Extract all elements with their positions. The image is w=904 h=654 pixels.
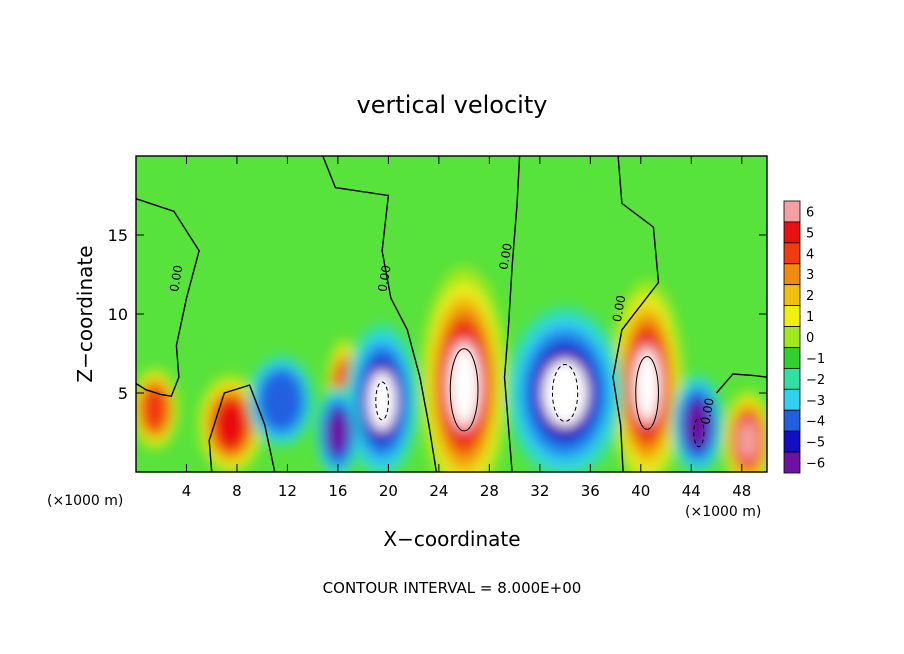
x-unit-label-left: (×1000 m) [47,493,123,509]
colorbar-label--1: −1 [806,352,825,367]
zero-contour-5 [715,373,767,394]
downdraft-cell-9 [315,386,360,472]
colorbar-label-2: 2 [806,289,814,304]
zero-contours: 0.00 0.00 0.00 0.00 0.00 [136,156,767,472]
colorbar-label--6: −6 [806,457,825,472]
colorbar-swatch-2 [783,284,801,307]
x-tick-label-48: 48 [732,482,751,500]
downdraft-cell-8-band-5 [686,402,709,447]
downdraft-cell-6 [345,323,419,472]
updraft-cell-2 [722,390,767,472]
downdraft-cell-10 [248,355,315,447]
cell-contour-1 [635,356,659,430]
updraft-cell-5 [136,367,179,451]
contour-interval-note: CONTOUR INTERVAL = 8.000E+00 [323,579,582,597]
contour-label-0: 0.00 [167,264,185,293]
cell-contour-3 [375,381,389,421]
downdraft-cell-8 [671,374,724,472]
y-axis-label: Z−coordinate [73,245,97,382]
updraft-cell-1 [610,279,684,472]
x-tick-label-24: 24 [429,482,448,500]
downdraft-cell-7-band-6 [542,359,588,427]
zero-contour-2 [503,156,521,472]
updraft-cell-0-band-7 [449,345,479,425]
x-tick-label-16: 16 [328,482,347,500]
colorbar-swatch--2 [783,367,801,390]
zero-contour-1 [322,156,438,472]
y-tick-label-5: 5 [118,384,128,403]
colorbar-label--3: −3 [806,394,825,409]
colorbar-swatch-1 [783,305,801,327]
colorbar-label-6: 6 [806,205,814,220]
contour-label-2: 0.00 [496,242,514,271]
x-axis-ticks: 4 8 12 16 20 24 28 32 36 40 44 48 [182,156,751,500]
colorbar-label-4: 4 [806,247,814,262]
colorbar-swatch-4 [783,242,801,265]
zero-contour-4 [208,384,276,472]
colorbar-swatch-0 [783,326,801,348]
y-tick-label-15: 15 [108,226,128,245]
x-axis-label: X−coordinate [383,527,520,551]
y-tick-label-10: 10 [108,305,128,324]
zero-contour-0 [136,198,200,397]
x-tick-label-28: 28 [480,482,499,500]
updraft-cell-3-band-5 [214,400,247,449]
cell-contour-0 [449,348,479,432]
colorbar-label-5: 5 [806,226,814,241]
colorbar-label--4: −4 [806,415,825,430]
velocity-field [136,266,767,472]
colorbar-label-0: 0 [806,331,814,346]
plot-area: 0.00 0.00 0.00 0.00 0.00 [135,155,768,473]
x-tick-label-20: 20 [379,482,398,500]
y-axis-ticks: 5 10 15 [108,226,767,403]
colorbar-swatch--6 [783,451,801,474]
downdraft-cell-7 [506,305,624,472]
cell-contour-4 [693,417,705,448]
colorbar-label-3: 3 [806,268,814,283]
downdraft-cell-9-band-5 [328,412,348,453]
colorbar-swatch-5 [783,221,801,244]
colorbar-swatch--1 [783,347,801,369]
cell-contour-2 [551,364,579,422]
downdraft-cell-6-band-6 [368,371,396,431]
downdraft-cell-10-band-3 [260,371,303,430]
zero-contour-3 [612,156,660,472]
x-tick-label-40: 40 [631,482,650,500]
colorbar: 6 5 4 3 2 1 0 −1 −2 −3 −4 −5 −6 [783,200,825,474]
contour-label-4: 0.00 [698,397,716,426]
chart-title: vertical velocity [357,91,548,119]
colorbar-swatch--5 [783,430,801,453]
updraft-cell-1-band-7 [634,350,660,420]
colorbar-swatch-3 [783,263,801,286]
x-unit-label-right: (×1000 m) [685,504,761,520]
x-tick-label-12: 12 [278,482,297,500]
x-tick-label-44: 44 [682,482,701,500]
x-tick-label-4: 4 [182,482,192,500]
x-tick-label-36: 36 [581,482,600,500]
x-tick-label-8: 8 [232,482,242,500]
colorbar-swatch--4 [783,409,801,432]
colorbar-swatch--3 [783,388,801,411]
colorbar-swatch-6 [783,200,801,223]
updraft-cell-0 [420,266,509,472]
contour-label-3: 0.00 [610,294,628,323]
colorbar-label--2: −2 [806,373,825,388]
colorbar-label--5: −5 [806,436,825,451]
x-tick-label-32: 32 [530,482,549,500]
field-fill [136,266,767,472]
updraft-cell-2-band-6 [737,420,759,461]
updraft-cell-5-band-4 [141,385,169,433]
contour-label-1: 0.00 [375,264,393,293]
colorbar-label-1: 1 [806,310,814,325]
